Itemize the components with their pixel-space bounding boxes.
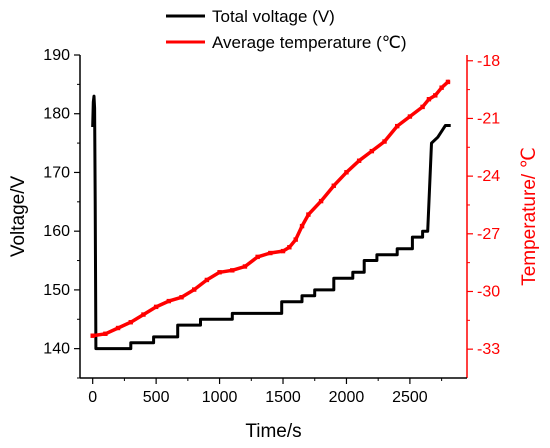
legend-label-voltage: Total voltage (V) — [212, 7, 335, 26]
left-y-axis-title: Voltage/V — [8, 176, 29, 258]
temperature-point — [318, 198, 324, 204]
temperature-point — [280, 248, 286, 254]
temperature-point — [217, 270, 222, 275]
temperature-point — [293, 237, 298, 242]
x-tick-label: 2000 — [329, 389, 365, 406]
temperature-point — [331, 183, 336, 188]
y2-tick-label: -18 — [477, 53, 500, 70]
temperature-point — [268, 250, 273, 256]
x-tick-label: 2500 — [392, 389, 428, 406]
temperature-point — [299, 223, 305, 229]
x-tick-label: 0 — [88, 389, 97, 406]
y2-tick-label: -24 — [477, 168, 500, 185]
y2-tick-label: -33 — [477, 341, 500, 358]
temperature-point — [103, 331, 108, 336]
y-tick-label: 190 — [43, 47, 70, 64]
y-tick-label: 160 — [43, 223, 70, 240]
right-y-axis-title: Temperature/ ℃ — [519, 147, 540, 286]
temperature-point — [128, 320, 133, 325]
right-y-axis-ticks: -33 -30 -27 -24 -21 -18 — [467, 53, 500, 358]
left-y-axis-ticks: 140 150 160 170 180 190 — [43, 47, 80, 379]
temperature-point — [395, 123, 400, 129]
temperature-point — [306, 212, 311, 217]
temperature-point — [141, 312, 146, 317]
temperature-point — [433, 93, 438, 98]
series-line-temperature — [90, 79, 451, 338]
legend-label-temperature: Average temperature (℃) — [212, 33, 407, 52]
y-tick-label: 150 — [43, 282, 70, 299]
temperature-point — [420, 104, 425, 110]
temperature-point — [255, 254, 260, 260]
x-axis-ticks: 0 500 1000 1500 2000 2500 — [88, 378, 443, 406]
y-tick-label: 140 — [43, 341, 70, 358]
temperature-point — [356, 158, 362, 163]
temperature-point — [426, 97, 432, 102]
series-line-voltage — [91, 94, 451, 351]
temperature-point — [439, 85, 444, 90]
x-axis-title: Time/s — [245, 421, 301, 442]
legend: Total voltage (V) Average temperature (℃… — [166, 7, 407, 52]
y2-tick-label: -21 — [477, 110, 500, 127]
temperature-point — [230, 268, 235, 273]
x-tick-label: 1000 — [202, 389, 238, 406]
temperature-point — [153, 304, 159, 310]
temperature-point — [166, 298, 172, 304]
temperature-point — [382, 139, 387, 144]
temperature-point — [445, 79, 451, 85]
y-tick-label: 170 — [43, 164, 70, 181]
y2-tick-label: -30 — [477, 283, 500, 300]
y-tick-label: 180 — [43, 106, 70, 123]
temperature-point — [179, 295, 184, 300]
x-tick-label: 500 — [143, 389, 170, 406]
temperature-point — [407, 114, 413, 119]
temperature-point — [115, 325, 121, 331]
temperature-point — [242, 264, 248, 269]
temperature-point — [204, 277, 210, 283]
temperature-point — [369, 148, 375, 154]
x-tick-label: 1500 — [265, 389, 301, 406]
temperature-point — [90, 333, 95, 338]
y2-tick-label: -27 — [477, 226, 500, 243]
temperature-point — [344, 170, 349, 175]
temperature-point — [287, 245, 292, 250]
temperature-point — [191, 287, 197, 292]
series-layer — [90, 79, 451, 351]
